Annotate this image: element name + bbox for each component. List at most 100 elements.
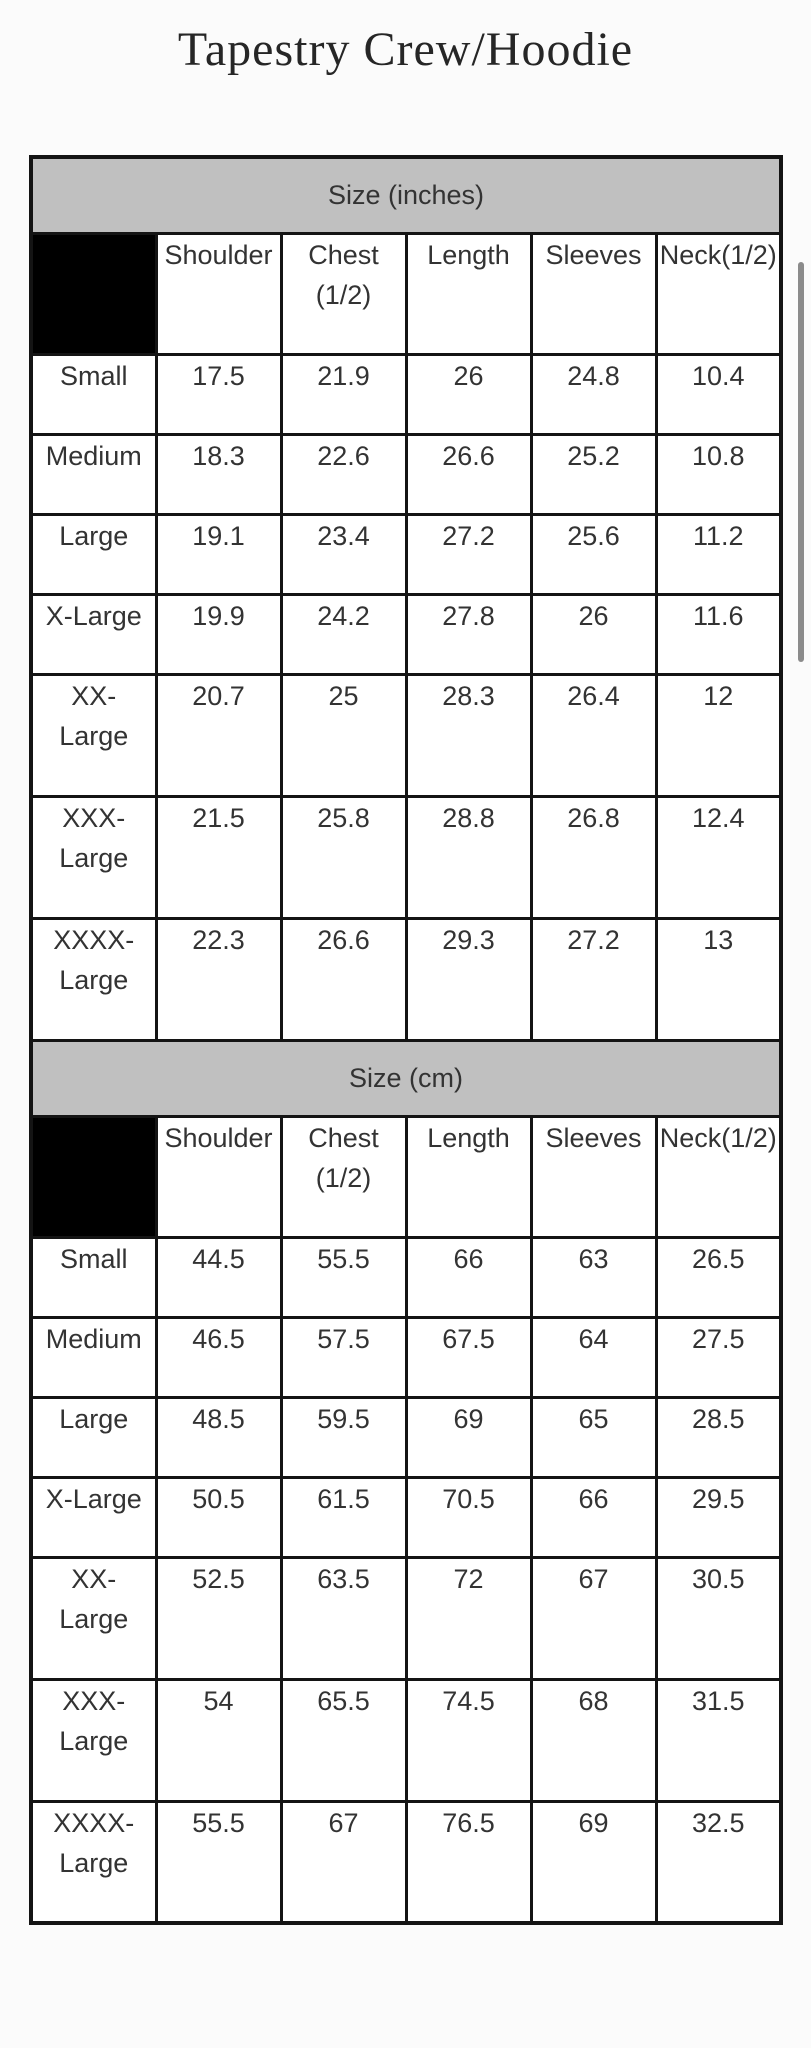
cell-value: 26.6: [404, 432, 533, 516]
cell-value: 26.8: [529, 794, 658, 920]
table-row: Large 19.1 23.4 27.2 25.6 11.2: [29, 512, 783, 596]
cell-value: 26: [529, 592, 658, 676]
cell-value: 27.2: [404, 512, 533, 596]
row-label: Medium: [29, 432, 158, 516]
cell-value: 74.5: [404, 1677, 533, 1803]
cell-value: 64: [529, 1315, 658, 1399]
cell-value: 13: [654, 916, 783, 1042]
cell-value: 11.2: [654, 512, 783, 596]
row-label: Small: [29, 1235, 158, 1319]
section-row-cm: Size (cm): [29, 1038, 783, 1118]
cell-value: 29.3: [404, 916, 533, 1042]
row-label: Large: [29, 512, 158, 596]
section-header-inches: Size (inches): [29, 155, 783, 235]
cell-value: 12: [654, 672, 783, 798]
cell-value: 27.2: [529, 916, 658, 1042]
column-header: Shoulder: [154, 1114, 283, 1239]
row-label: X-Large: [29, 592, 158, 676]
table-row: XXX- Large 21.5 25.8 28.8 26.8 12.4: [29, 794, 783, 920]
cell-value: 27.8: [404, 592, 533, 676]
cell-value: 61.5: [279, 1475, 408, 1559]
cell-value: 46.5: [154, 1315, 283, 1399]
scrollbar-thumb[interactable]: [798, 262, 804, 662]
cell-value: 63: [529, 1235, 658, 1319]
corner-cell-cm: [29, 1114, 158, 1239]
table-row: Large 48.5 59.5 69 65 28.5: [29, 1395, 783, 1479]
table-row: X-Large 19.9 24.2 27.8 26 11.6: [29, 592, 783, 676]
cell-value: 66: [404, 1235, 533, 1319]
cell-value: 25: [279, 672, 408, 798]
row-label: XX- Large: [29, 672, 158, 798]
row-label: Large: [29, 1395, 158, 1479]
cell-value: 12.4: [654, 794, 783, 920]
cell-value: 10.8: [654, 432, 783, 516]
column-header: Neck(1/2): [654, 231, 783, 356]
table-row: Medium 46.5 57.5 67.5 64 27.5: [29, 1315, 783, 1399]
cell-value: 52.5: [154, 1555, 283, 1681]
table-row: Small 44.5 55.5 66 63 26.5: [29, 1235, 783, 1319]
cell-value: 26.4: [529, 672, 658, 798]
cell-value: 57.5: [279, 1315, 408, 1399]
column-header: Sleeves: [529, 1114, 658, 1239]
row-label: X-Large: [29, 1475, 158, 1559]
cell-value: 11.6: [654, 592, 783, 676]
cell-value: 67: [529, 1555, 658, 1681]
cell-value: 69: [404, 1395, 533, 1479]
table-row: XXXX- Large 55.5 67 76.5 69 32.5: [29, 1799, 783, 1925]
cell-value: 21.5: [154, 794, 283, 920]
cell-value: 50.5: [154, 1475, 283, 1559]
cell-value: 24.8: [529, 352, 658, 436]
cell-value: 65: [529, 1395, 658, 1479]
table-row: XXXX- Large 22.3 26.6 29.3 27.2 13: [29, 916, 783, 1042]
cell-value: 22.3: [154, 916, 283, 1042]
cell-value: 65.5: [279, 1677, 408, 1803]
cell-value: 76.5: [404, 1799, 533, 1925]
cell-value: 67: [279, 1799, 408, 1925]
row-label: Medium: [29, 1315, 158, 1399]
cell-value: 22.6: [279, 432, 408, 516]
cell-value: 26.6: [279, 916, 408, 1042]
cell-value: 25.8: [279, 794, 408, 920]
cell-value: 23.4: [279, 512, 408, 596]
cell-value: 25.6: [529, 512, 658, 596]
cell-value: 28.5: [654, 1395, 783, 1479]
column-header: Length: [404, 231, 533, 356]
cell-value: 20.7: [154, 672, 283, 798]
cell-value: 26: [404, 352, 533, 436]
cell-value: 55.5: [279, 1235, 408, 1319]
column-header: Shoulder: [154, 231, 283, 356]
row-label: XXX- Large: [29, 794, 158, 920]
cell-value: 59.5: [279, 1395, 408, 1479]
column-header: Chest (1/2): [279, 1114, 408, 1239]
table-row: XX- Large 20.7 25 28.3 26.4 12: [29, 672, 783, 798]
cell-value: 10.4: [654, 352, 783, 436]
cell-value: 26.5: [654, 1235, 783, 1319]
table-row: XX- Large 52.5 63.5 72 67 30.5: [29, 1555, 783, 1681]
cell-value: 24.2: [279, 592, 408, 676]
column-header: Sleeves: [529, 231, 658, 356]
cell-value: 17.5: [154, 352, 283, 436]
cell-value: 18.3: [154, 432, 283, 516]
cell-value: 25.2: [529, 432, 658, 516]
corner-cell-inches: [29, 231, 158, 356]
column-header: Length: [404, 1114, 533, 1239]
cell-value: 69: [529, 1799, 658, 1925]
cell-value: 70.5: [404, 1475, 533, 1559]
cell-value: 68: [529, 1677, 658, 1803]
cell-value: 32.5: [654, 1799, 783, 1925]
table-row: Medium 18.3 22.6 26.6 25.2 10.8: [29, 432, 783, 516]
cell-value: 19.9: [154, 592, 283, 676]
table-row: Small 17.5 21.9 26 24.8 10.4: [29, 352, 783, 436]
cell-value: 27.5: [654, 1315, 783, 1399]
row-label: XXXX- Large: [29, 1799, 158, 1925]
cell-value: 29.5: [654, 1475, 783, 1559]
cell-value: 54: [154, 1677, 283, 1803]
column-header: Chest (1/2): [279, 231, 408, 356]
cell-value: 28.3: [404, 672, 533, 798]
cell-value: 21.9: [279, 352, 408, 436]
cell-value: 66: [529, 1475, 658, 1559]
row-label: XX- Large: [29, 1555, 158, 1681]
cell-value: 48.5: [154, 1395, 283, 1479]
column-header-row-inches: Shoulder Chest (1/2) Length Sleeves Neck(1/2…: [29, 231, 783, 356]
cell-value: 31.5: [654, 1677, 783, 1803]
